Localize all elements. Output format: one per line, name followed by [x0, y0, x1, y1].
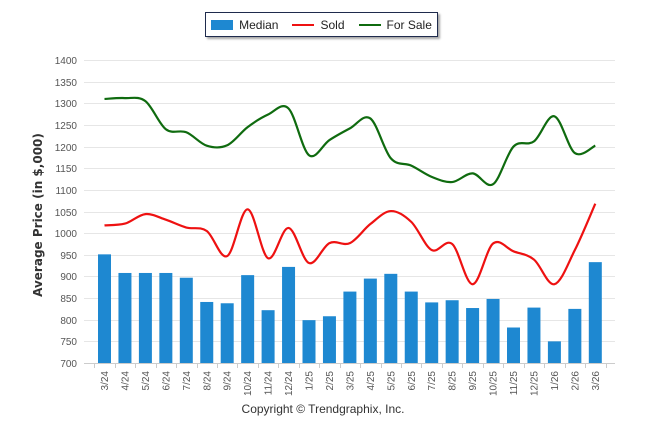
- y-tick-label: 1050: [55, 208, 78, 219]
- y-tick-label: 1000: [55, 229, 78, 240]
- legend-label-sold: Sold: [320, 17, 345, 32]
- y-tick-label: 900: [60, 272, 77, 283]
- median-bar[interactable]: [118, 272, 132, 363]
- median-bar[interactable]: [486, 298, 500, 363]
- y-tick-label: 1200: [55, 143, 78, 154]
- median-bar[interactable]: [466, 308, 480, 363]
- legend-item-sold[interactable]: Sold: [292, 17, 345, 32]
- median-bar[interactable]: [568, 308, 582, 363]
- x-tick-label: 10/24: [243, 371, 254, 396]
- sold-line[interactable]: [104, 203, 597, 286]
- median-bar[interactable]: [138, 272, 152, 363]
- legend: Median Sold For Sale: [205, 12, 438, 37]
- median-bar[interactable]: [547, 341, 561, 363]
- x-tick-label: 11/24: [264, 371, 275, 396]
- y-tick-label: 1100: [55, 186, 77, 197]
- y-tick-label: 950: [60, 251, 77, 262]
- y-tick-label: 1350: [55, 78, 78, 89]
- y-tick-label: 1400: [55, 56, 78, 67]
- x-tick-label: 8/24: [202, 371, 213, 391]
- x-tick-label: 1/25: [305, 371, 316, 391]
- x-tick-label: 3/24: [100, 371, 111, 391]
- y-tick-label: 1300: [55, 99, 78, 110]
- x-tick-label: 7/25: [427, 371, 438, 391]
- x-tick-label: 8/25: [448, 371, 459, 391]
- median-bars: [98, 254, 602, 363]
- y-tick-label: 800: [60, 316, 77, 327]
- median-bar[interactable]: [159, 272, 173, 363]
- y-tick-label: 750: [60, 337, 77, 348]
- median-bar[interactable]: [220, 303, 234, 363]
- for-sale-line[interactable]: [104, 96, 596, 187]
- x-tick-label: 7/24: [182, 371, 193, 391]
- x-tick-label: 9/24: [223, 371, 234, 391]
- x-tick-label: 11/25: [509, 371, 520, 396]
- legend-item-median[interactable]: Median: [211, 18, 278, 32]
- median-bar[interactable]: [261, 310, 275, 363]
- median-bar[interactable]: [322, 316, 336, 363]
- line-series: [104, 96, 597, 286]
- median-bar[interactable]: [98, 254, 111, 363]
- x-tick-label: 2/26: [570, 371, 581, 391]
- median-bar[interactable]: [179, 277, 193, 363]
- x-tick-label: 9/25: [468, 371, 479, 391]
- median-bar[interactable]: [445, 300, 459, 363]
- x-tick-label: 3/25: [345, 371, 356, 391]
- median-bar[interactable]: [282, 266, 296, 363]
- x-tick-label: 1/26: [550, 371, 561, 391]
- x-axis-ticks: 3/24 4/24 5/24 6/24 7/24 8/24 9/24 10/24 11/24 12…: [84, 363, 615, 396]
- x-tick-label: 10/25: [489, 371, 500, 396]
- sold-line-swatch-icon: [292, 23, 315, 26]
- median-bar[interactable]: [302, 320, 316, 363]
- y-tick-label: 850: [60, 294, 77, 305]
- median-bar[interactable]: [404, 291, 418, 363]
- gridlines: [84, 60, 615, 364]
- x-tick-label: 4/25: [366, 371, 377, 391]
- y-tick-label: 1150: [55, 164, 77, 175]
- median-bar[interactable]: [241, 275, 255, 363]
- x-tick-label: 12/24: [284, 371, 295, 396]
- median-bar[interactable]: [425, 302, 439, 363]
- x-tick-label: 2/25: [325, 371, 336, 391]
- y-axis-title: Average Price (in $,000): [31, 133, 45, 297]
- x-tick-label: 12/25: [529, 371, 540, 396]
- median-bar[interactable]: [384, 273, 398, 363]
- legend-item-for-sale[interactable]: For Sale: [358, 17, 432, 32]
- median-bar[interactable]: [200, 301, 214, 363]
- copyright-text: Copyright © Trendgraphix, Inc.: [241, 402, 405, 416]
- median-bar[interactable]: [363, 278, 377, 363]
- x-tick-label: 6/24: [161, 371, 172, 391]
- median-swatch-icon: [211, 19, 234, 30]
- y-axis-ticks: 700 750 800 850 900 950 1000 1050 1100 1150 1200 12…: [55, 56, 78, 370]
- legend-label-for-sale: For Sale: [386, 17, 432, 32]
- x-tick-label: 6/25: [407, 371, 418, 391]
- legend-label-median: Median: [239, 17, 279, 32]
- x-tick-label: 5/24: [141, 371, 152, 391]
- median-bar[interactable]: [507, 327, 520, 363]
- y-tick-label: 700: [60, 359, 77, 370]
- x-tick-label: 4/24: [120, 371, 131, 391]
- median-bar[interactable]: [588, 262, 602, 363]
- x-tick-label: 5/25: [386, 371, 397, 391]
- y-tick-label: 1250: [55, 121, 78, 132]
- median-bar[interactable]: [343, 291, 357, 363]
- median-bar[interactable]: [527, 307, 541, 363]
- for-sale-line-swatch-icon: [358, 23, 381, 26]
- x-tick-label: 3/26: [591, 371, 602, 391]
